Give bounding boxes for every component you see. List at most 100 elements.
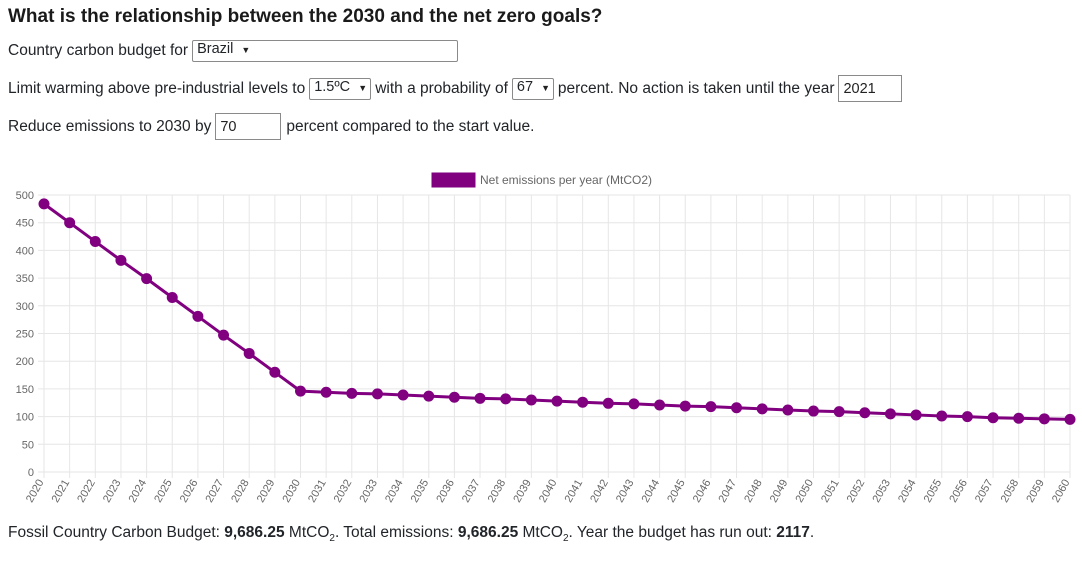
x-tick-label: 2053 [870,478,893,505]
action-year-label: percent. No action is taken until the ye… [557,79,835,97]
x-tick-label: 2052 [845,478,868,505]
x-tick-label: 2060 [1050,478,1073,505]
data-point [1013,412,1025,424]
x-tick-label: 2039 [511,478,534,505]
country-select[interactable]: Brazil ▼ [192,40,459,62]
chevron-down-icon: ▼ [358,82,368,93]
data-point [859,407,871,419]
y-tick-label: 400 [16,245,34,257]
data-point [884,408,896,420]
data-point [782,404,794,416]
reduce-suffix-label: percent compared to the start value. [286,117,535,135]
x-tick-label: 2021 [50,478,73,505]
x-tick-label: 2043 [614,478,637,505]
x-tick-label: 2046 [691,478,714,505]
budget-summary: Fossil Country Carbon Budget: 9,686.25 M… [8,524,815,545]
y-tick-label: 150 [16,384,34,396]
budget-label: Fossil Country Carbon Budget: [8,524,220,541]
data-point [936,410,948,422]
data-point [141,273,153,285]
x-tick-label: 2027 [204,478,227,505]
x-tick-label: 2054 [896,478,919,505]
data-point [423,390,435,402]
data-point [628,398,640,410]
data-point [525,394,537,406]
y-tick-label: 300 [16,301,34,313]
x-tick-label: 2059 [1024,478,1047,505]
data-point [89,236,101,248]
y-tick-label: 200 [16,356,34,368]
action-year-input[interactable] [838,75,903,102]
x-tick-label: 2033 [357,478,380,505]
data-point [166,291,178,303]
data-point [602,397,614,409]
data-point [115,254,127,266]
probability-label: with a probability of [375,79,508,97]
x-tick-label: 2025 [152,478,175,505]
temperature-select-value: 1.5ºC [314,78,351,95]
y-tick-label: 250 [16,329,34,341]
runout-value: 2117 [776,524,810,541]
y-tick-label: 350 [16,273,34,285]
data-point [961,411,973,423]
page-title: What is the relationship between the 203… [8,6,603,27]
country-label: Country carbon budget for [8,42,189,59]
data-point [1038,413,1050,425]
x-tick-label: 2024 [127,478,150,505]
y-tick-label: 50 [22,439,34,451]
x-tick-label: 2022 [75,478,98,505]
reduction-input[interactable] [215,113,282,140]
data-point [320,386,332,398]
warming-label: Limit warming above pre-industrial level… [8,79,306,97]
warming-row: Limit warming above pre-industrial level… [8,75,903,102]
country-select-value: Brazil [197,41,234,57]
x-tick-label: 2037 [460,478,483,505]
data-point [910,409,922,421]
data-point [808,405,819,417]
y-tick-label: 0 [28,467,34,479]
total-unit: MtCO2 [522,524,569,545]
country-row: Country carbon budget for Brazil ▼ [8,40,459,62]
data-point [295,385,306,397]
reduce-row: Reduce emissions to 2030 by percent comp… [8,113,534,140]
temperature-select[interactable]: 1.5ºC ▼ [309,77,372,100]
x-tick-label: 2036 [434,478,457,505]
data-point [756,403,768,415]
budget-unit: MtCO2 [288,524,335,545]
x-tick-label: 2032 [332,478,355,505]
x-tick-label: 2031 [306,478,329,505]
data-point [243,347,255,359]
x-tick-label: 2038 [486,478,509,505]
x-tick-label: 2029 [255,478,278,505]
reduce-label: Reduce emissions to 2030 by [8,117,212,135]
data-point [474,392,486,404]
x-tick-label: 2048 [742,478,765,505]
probability-select[interactable]: 67 ▼ [511,77,554,100]
x-tick-label: 2058 [999,477,1022,504]
data-point [577,396,589,408]
x-tick-label: 2020 [24,478,47,505]
x-tick-label: 2026 [178,478,201,505]
data-point [731,402,743,414]
x-tick-label: 2042 [588,478,611,505]
data-point [705,401,717,413]
data-point [448,391,460,403]
data-point [654,399,666,411]
x-tick-label: 2047 [717,478,740,505]
data-point [38,198,50,210]
data-point [987,412,999,424]
x-tick-label: 2040 [537,478,560,505]
x-tick-label: 2034 [383,478,406,505]
y-tick-label: 450 [16,218,34,230]
probability-select-value: 67 [516,78,534,95]
data-point [397,389,409,401]
data-point [833,406,845,418]
data-point [269,366,281,378]
x-tick-label: 2035 [409,478,432,505]
x-tick-label: 2044 [640,478,663,505]
x-tick-label: 2030 [280,478,303,505]
y-tick-label: 500 [16,190,34,202]
x-tick-label: 2023 [101,478,124,505]
x-tick-label: 2041 [563,478,586,505]
